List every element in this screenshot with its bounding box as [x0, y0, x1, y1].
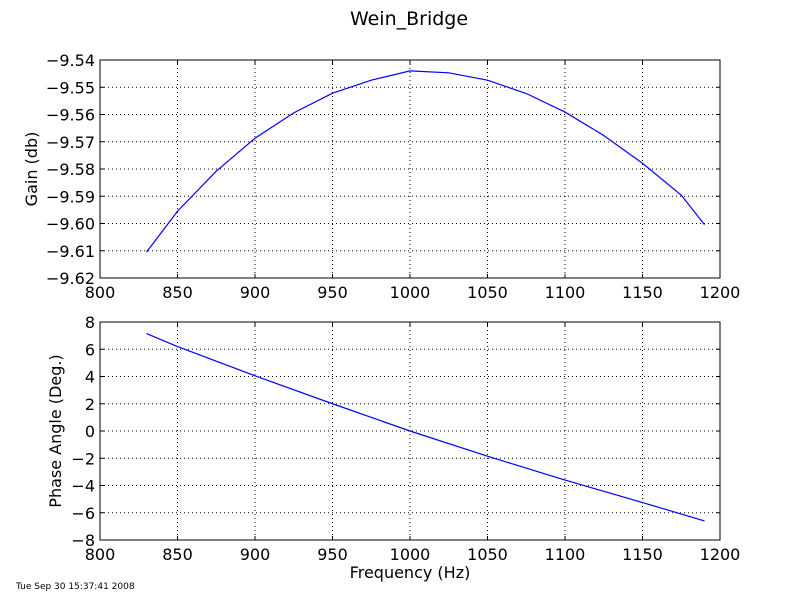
- gain-x-tick-label: 1050: [467, 283, 508, 302]
- phase-x-tick-label: 800: [85, 545, 116, 564]
- phase-y-tick-label: 8: [85, 313, 95, 332]
- gain-y-tick-label: −9.54: [46, 51, 95, 70]
- gain-y-tick-label: −9.59: [46, 187, 95, 206]
- gain-y-tick-label: −9.60: [46, 215, 95, 234]
- gain-plot: 800 850 900 950 1000 1050 1100 1150 1200 −9.62 −9.…: [22, 51, 740, 302]
- phase-x-tick-label: 1050: [467, 545, 508, 564]
- phase-x-tick-label: 850: [162, 545, 193, 564]
- phase-x-tick-label: 950: [317, 545, 348, 564]
- phase-y-tick-label: −8: [71, 531, 95, 550]
- phase-x-tick-label: 1100: [545, 545, 586, 564]
- phase-y-tick-label: 4: [85, 368, 95, 387]
- gain-y-tick-label: −9.57: [46, 133, 95, 152]
- phase-y-tick-label: −4: [71, 477, 95, 496]
- phase-y-tick-label: 2: [85, 395, 95, 414]
- gain-x-tick-label: 850: [162, 283, 193, 302]
- timestamp: Tue Sep 30 15:37:41 2008: [15, 582, 135, 592]
- phase-x-tick-label: 1150: [622, 545, 663, 564]
- gain-x-tick-label: 1200: [700, 283, 741, 302]
- phase-x-tick-label: 900: [240, 545, 271, 564]
- phase-x-axis-label: Frequency (Hz): [350, 563, 471, 582]
- gain-x-tick-label: 1150: [622, 283, 663, 302]
- phase-y-tick-label: −2: [71, 449, 95, 468]
- phase-plot: 800 850 900 950 1000 1050 1100 1150 1200 −8 −6 −4 −2…: [46, 313, 740, 582]
- phase-y-tick-label: −6: [71, 504, 95, 523]
- gain-x-tick-label: 900: [240, 283, 271, 302]
- gain-x-tick-label: 1000: [390, 283, 431, 302]
- phase-y-axis-label: Phase Angle (Deg.): [46, 354, 65, 507]
- figure-title: Wein_Bridge: [350, 8, 468, 30]
- gain-y-tick-label: −9.62: [46, 269, 95, 288]
- gain-y-axis-label: Gain (db): [22, 132, 41, 207]
- gain-x-tick-label: 1100: [545, 283, 586, 302]
- phase-y-tick-label: 6: [85, 340, 95, 359]
- gain-y-tick-label: −9.56: [46, 106, 95, 125]
- gain-x-tick-label: 950: [317, 283, 348, 302]
- phase-series-line: [146, 333, 705, 522]
- phase-y-tick-label: 0: [85, 422, 95, 441]
- phase-x-tick-label: 1200: [700, 545, 741, 564]
- gain-y-tick-label: −9.55: [46, 78, 95, 97]
- gain-series-line: [146, 70, 705, 253]
- gain-y-tick-label: −9.61: [46, 242, 95, 261]
- gain-x-tick-label: 800: [85, 283, 116, 302]
- phase-x-tick-label: 1000: [390, 545, 431, 564]
- gain-y-tick-label: −9.58: [46, 160, 95, 179]
